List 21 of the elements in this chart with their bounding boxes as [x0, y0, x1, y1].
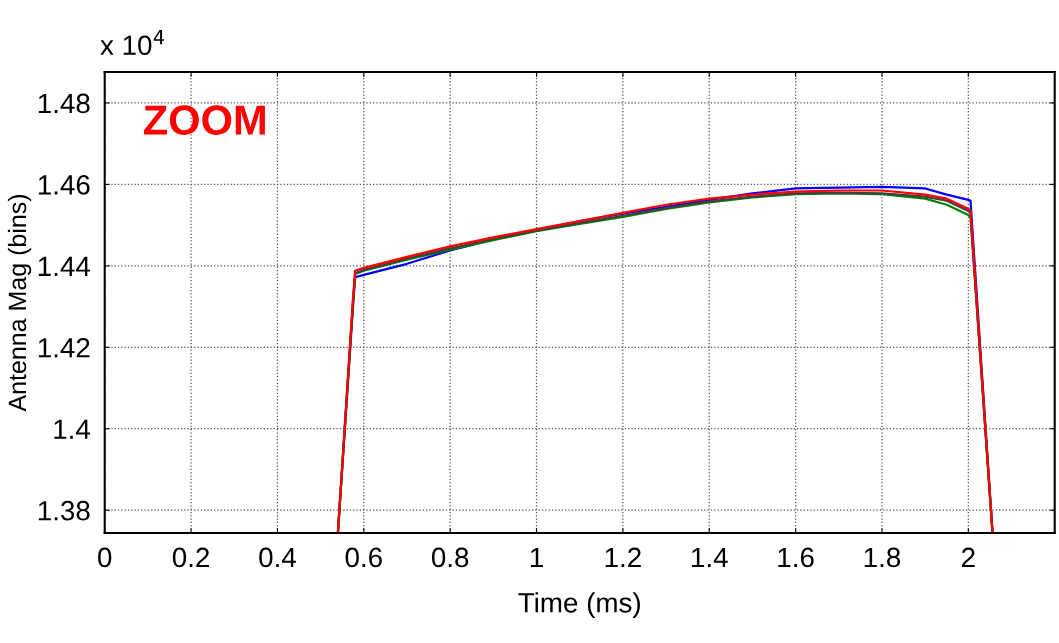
- y-tick-label: 1.48: [38, 93, 90, 114]
- y-tick-label: 1.38: [38, 500, 90, 521]
- x-tick-label: 1.4: [692, 547, 728, 568]
- y-axis-title: Antenna Mag (bins): [7, 194, 32, 412]
- x-tick-label: 0.4: [259, 547, 296, 568]
- x-tick-label: 1.8: [864, 547, 901, 568]
- y-tick-label: 1.4: [54, 419, 91, 439]
- x-tick-label: 0: [98, 547, 112, 568]
- text: x 10$^{4}$: [100, 30, 165, 56]
- x-tick-label: 0.8: [431, 547, 469, 568]
- x-tick-label: 0.6: [345, 547, 382, 568]
- y-tick-label: 1.46: [38, 175, 90, 195]
- annotation: ZOOM: [143, 105, 265, 135]
- y-tick-label: 1.42: [38, 337, 90, 358]
- x-tick-label: 2: [962, 547, 975, 568]
- x-tick-label: 1.2: [605, 547, 641, 568]
- x-tick-label: 0.2: [172, 547, 209, 568]
- x-axis-title: Time (ms): [518, 592, 640, 619]
- x-tick-label: 1.6: [778, 547, 814, 568]
- x-tick-label: 1: [530, 547, 543, 568]
- y-tick-label: 1.44: [38, 256, 91, 276]
